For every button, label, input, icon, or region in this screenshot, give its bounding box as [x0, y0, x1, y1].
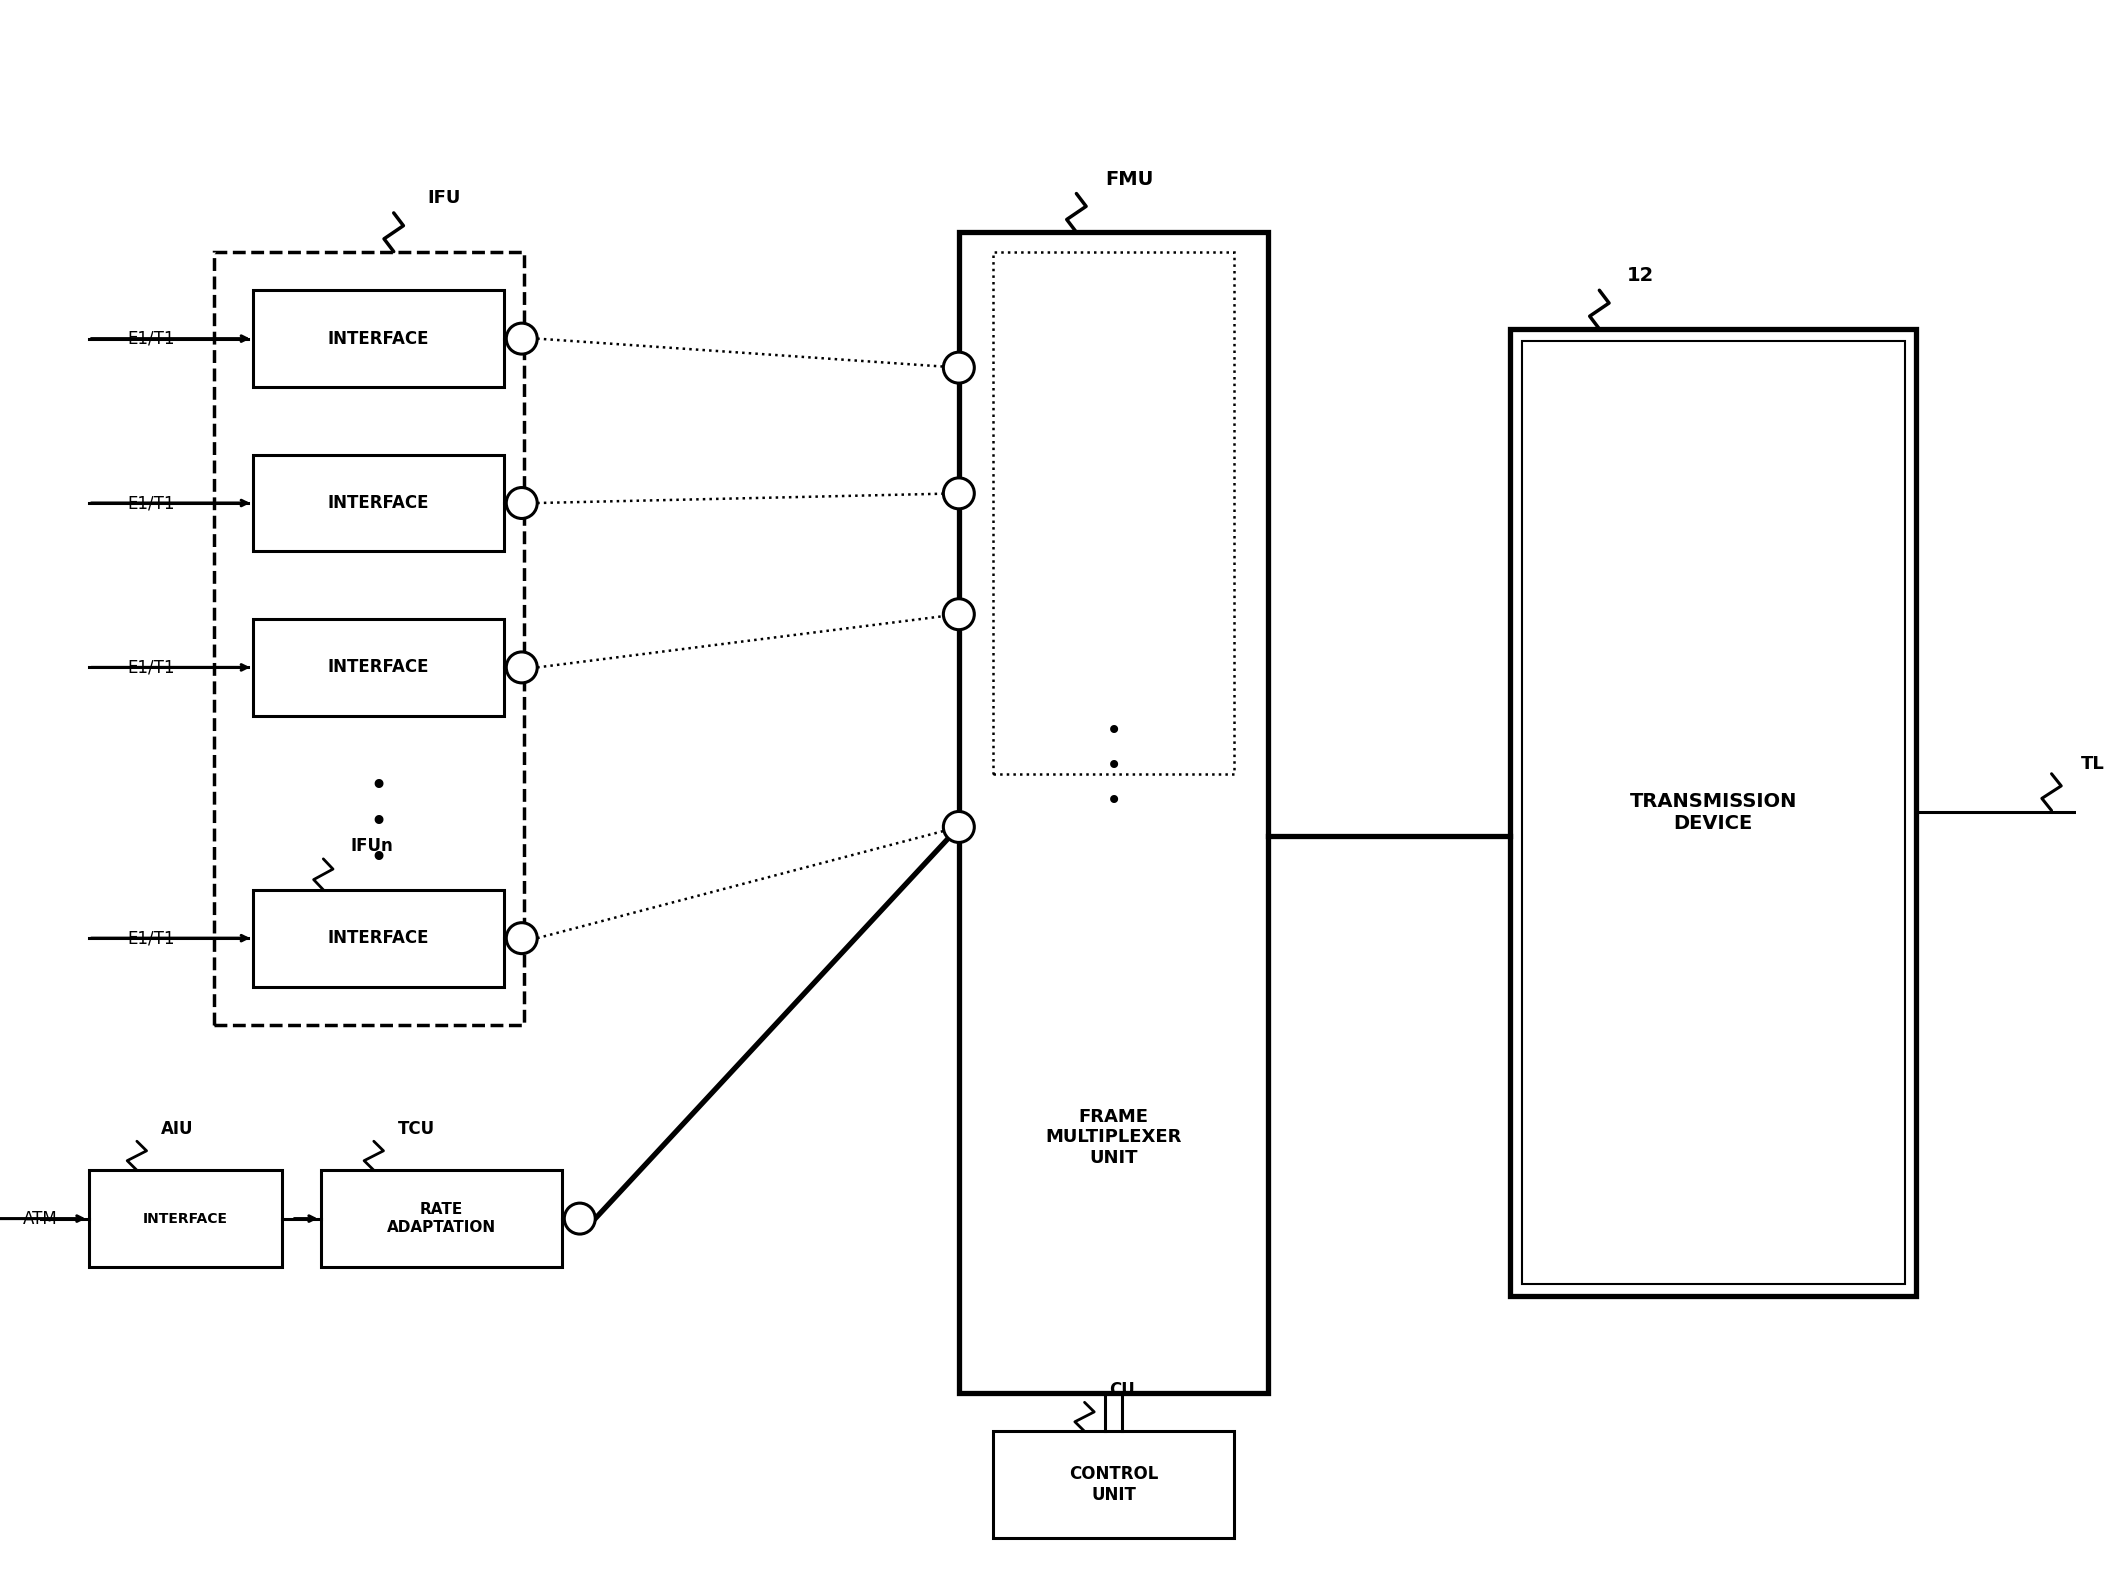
Text: INTERFACE: INTERFACE [328, 494, 429, 511]
Text: CU: CU [1109, 1381, 1135, 1399]
Circle shape [943, 478, 975, 508]
Bar [253, 290, 505, 387]
Circle shape [507, 922, 537, 954]
Text: ATM: ATM [23, 1209, 57, 1228]
Bar [88, 1171, 282, 1266]
Circle shape [507, 323, 537, 354]
Circle shape [507, 487, 537, 518]
Text: AIU: AIU [162, 1120, 194, 1137]
Text: INTERFACE: INTERFACE [328, 658, 429, 677]
Bar [1522, 341, 1905, 1284]
Text: E1/T1: E1/T1 [128, 330, 175, 347]
Circle shape [564, 1203, 596, 1235]
Text: RATE
ADAPTATION: RATE ADAPTATION [387, 1203, 497, 1235]
Bar [253, 454, 505, 551]
Circle shape [943, 599, 975, 629]
Text: E1/T1: E1/T1 [128, 929, 175, 948]
Bar [994, 252, 1234, 774]
Bar [215, 252, 524, 1026]
Bar [253, 890, 505, 986]
Text: FRAME
MULTIPLEXER
UNIT: FRAME MULTIPLEXER UNIT [1046, 1107, 1181, 1168]
Text: INTERFACE: INTERFACE [328, 929, 429, 948]
Text: 12: 12 [1627, 266, 1655, 285]
Text: FMU: FMU [1105, 169, 1154, 188]
Bar [994, 1432, 1234, 1537]
Text: •
•
•: • • • [370, 771, 387, 873]
Bar [320, 1171, 562, 1266]
Bar [1509, 330, 1916, 1297]
Bar [960, 233, 1269, 1392]
Text: IFU: IFU [427, 190, 461, 207]
Text: INTERFACE: INTERFACE [328, 330, 429, 347]
Circle shape [943, 811, 975, 843]
Text: IFUn: IFUn [349, 838, 394, 855]
Text: TRANSMISSION
DEVICE: TRANSMISSION DEVICE [1629, 792, 1798, 833]
Text: •
•
•: • • • [1105, 717, 1122, 814]
Circle shape [943, 352, 975, 382]
Text: INTERFACE: INTERFACE [143, 1212, 227, 1225]
Text: TCU: TCU [398, 1120, 436, 1137]
Text: CONTROL
UNIT: CONTROL UNIT [1069, 1466, 1158, 1504]
Text: TL: TL [2080, 755, 2105, 773]
Bar [253, 620, 505, 715]
Text: E1/T1: E1/T1 [128, 658, 175, 677]
Text: E1/T1: E1/T1 [128, 494, 175, 511]
Circle shape [507, 652, 537, 683]
